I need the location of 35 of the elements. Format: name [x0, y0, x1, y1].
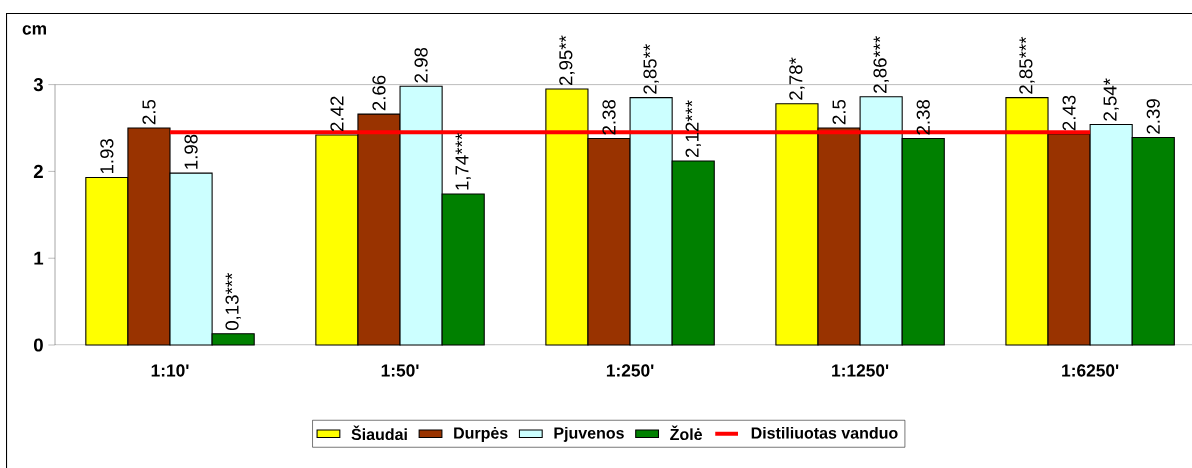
x-tick-label: 1:1250'	[832, 364, 889, 377]
y-tick-label: 1	[34, 251, 44, 265]
data-label: 2.38	[916, 99, 930, 135]
x-tick-label: 1:10'	[151, 364, 189, 377]
legend-label: Žolė	[670, 425, 703, 441]
y-tick-label: 2	[33, 164, 43, 178]
data-label: 2.66	[372, 75, 386, 111]
legend-label: Durpės	[454, 426, 508, 442]
legend-label: Šiaudai	[351, 425, 407, 441]
data-label: 1,74***	[455, 133, 471, 190]
data-label: 2,85**	[643, 44, 659, 94]
data-label: 2,86***	[873, 35, 889, 93]
y-tick-label: 0	[33, 338, 43, 352]
data-label: 2.39	[1146, 99, 1160, 134]
x-tick-label: 1:250'	[606, 364, 654, 377]
x-tick-label: 1:6250'	[1062, 364, 1119, 377]
x-tick-label: 1:50'	[381, 364, 419, 377]
data-label: 2.38	[602, 99, 616, 135]
data-label: 1.98	[184, 134, 198, 169]
data-label: 2,54*	[1103, 78, 1119, 121]
y-axis-title: cm	[22, 25, 46, 35]
data-label: 2.5	[142, 99, 156, 125]
legend-label: Distiliuotas vanduo	[751, 426, 898, 439]
data-label: 2.43	[1062, 95, 1076, 131]
data-label: 2,85***	[1019, 36, 1035, 94]
data-label: 2,78*	[789, 57, 805, 100]
data-label: 0,13***	[225, 272, 241, 331]
data-label: 2,12***	[685, 100, 701, 158]
y-tick-label: 3	[33, 77, 43, 92]
data-label: 2.98	[414, 47, 428, 83]
data-label: 1.93	[100, 139, 114, 174]
data-label: 2,95**	[559, 35, 575, 86]
data-label: 2.5	[832, 99, 846, 125]
legend-label: Pjuvenos	[554, 426, 624, 442]
data-label: 2.42	[330, 96, 344, 132]
